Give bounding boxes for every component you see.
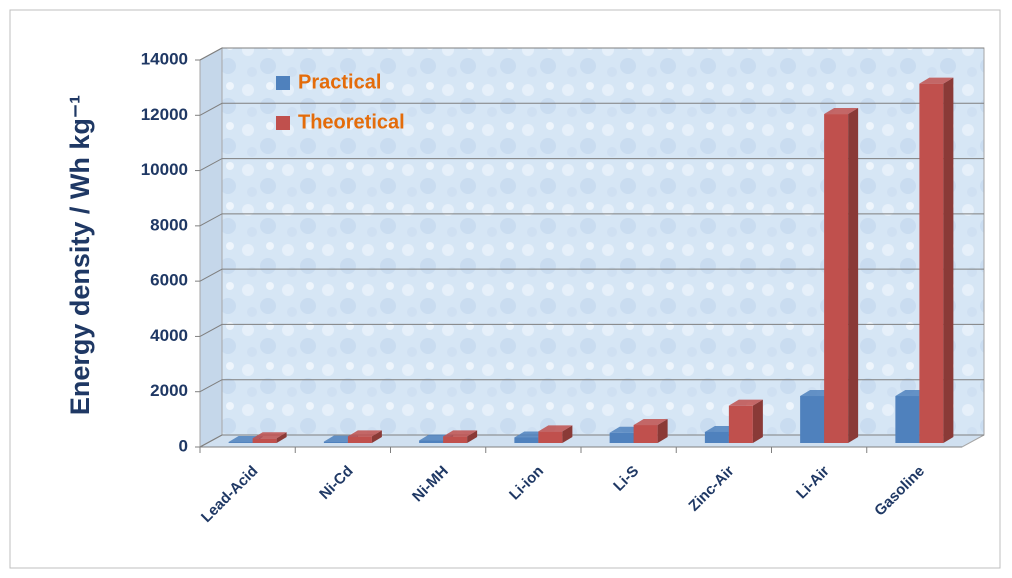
grid-line bbox=[199, 323, 984, 337]
y-tick-label: 4000 bbox=[150, 326, 188, 345]
bar-side bbox=[943, 77, 954, 444]
bar-front bbox=[704, 431, 729, 443]
y-tick-label: 14000 bbox=[141, 49, 188, 68]
bar-side bbox=[562, 425, 573, 443]
y-axis-title: Energy density / Wh kg⁻¹ bbox=[65, 95, 95, 415]
bar-front bbox=[347, 436, 372, 443]
y-tick-label: 12000 bbox=[141, 105, 188, 124]
bar-front bbox=[538, 431, 563, 443]
bar-front bbox=[443, 436, 468, 443]
floor bbox=[199, 434, 985, 448]
grid-line bbox=[199, 379, 984, 393]
bar-side bbox=[657, 419, 668, 443]
bar-front bbox=[323, 441, 348, 443]
bar bbox=[443, 430, 478, 443]
bar bbox=[538, 425, 573, 443]
bar-top bbox=[728, 399, 763, 406]
bar-front bbox=[800, 396, 825, 443]
y-tick-label: 6000 bbox=[150, 271, 188, 290]
grid-line bbox=[199, 102, 984, 116]
bar-side bbox=[276, 432, 287, 443]
bar bbox=[252, 432, 287, 443]
bar-side bbox=[467, 430, 478, 443]
side-wall bbox=[199, 47, 223, 448]
bar-top bbox=[633, 419, 668, 426]
grid-line bbox=[199, 158, 984, 172]
y-tick-label: 8000 bbox=[150, 215, 188, 234]
bar-front bbox=[633, 425, 658, 443]
grid-line bbox=[199, 213, 984, 227]
grid-line bbox=[199, 47, 984, 61]
bar-front bbox=[895, 396, 920, 443]
bar-side bbox=[371, 430, 382, 443]
bar bbox=[347, 430, 382, 443]
bar-top bbox=[538, 425, 573, 432]
bar-front bbox=[514, 437, 539, 443]
bar-top bbox=[919, 77, 954, 84]
bar-side bbox=[752, 399, 763, 443]
bar bbox=[633, 419, 668, 443]
bar-front bbox=[919, 83, 944, 444]
bar-front bbox=[824, 114, 849, 444]
y-tick-label: 10000 bbox=[141, 160, 188, 179]
grid-line bbox=[199, 268, 984, 282]
legend-label: Theoretical bbox=[298, 111, 405, 133]
bar bbox=[728, 399, 763, 443]
bar-top bbox=[824, 108, 859, 115]
bar-front bbox=[609, 432, 634, 443]
legend-swatch bbox=[276, 76, 290, 90]
bar-top bbox=[443, 430, 478, 437]
legend-label: Practical bbox=[298, 71, 381, 93]
bar-front bbox=[419, 440, 444, 443]
y-tick-label: 0 bbox=[179, 436, 188, 455]
bar bbox=[919, 77, 954, 444]
y-tick-label: 2000 bbox=[150, 381, 188, 400]
bar-top bbox=[252, 432, 287, 439]
bar-front bbox=[728, 405, 753, 443]
back-wall bbox=[221, 47, 985, 436]
bar bbox=[824, 108, 859, 444]
bar-front bbox=[228, 442, 253, 443]
bar-front bbox=[252, 438, 277, 443]
bar-top bbox=[347, 430, 382, 437]
bar-side bbox=[848, 108, 859, 444]
legend-swatch bbox=[276, 116, 290, 130]
